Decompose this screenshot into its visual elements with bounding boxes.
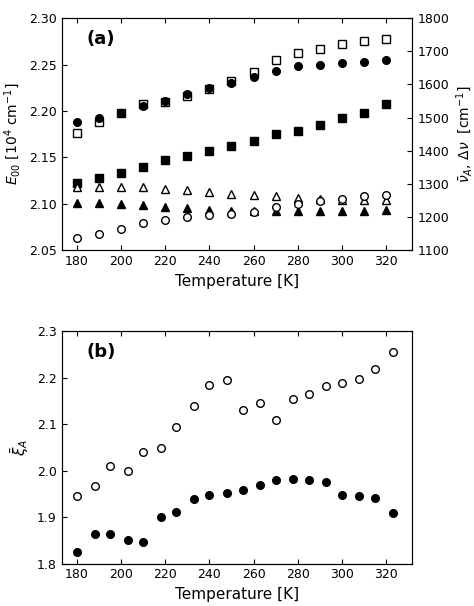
- Text: (b): (b): [86, 343, 116, 361]
- X-axis label: Temperature [K]: Temperature [K]: [175, 587, 299, 602]
- Y-axis label: $\bar{\nu}_A$, $\Delta\nu$  [cm$^{-1}$]: $\bar{\nu}_A$, $\Delta\nu$ [cm$^{-1}$]: [455, 85, 474, 183]
- X-axis label: Temperature [K]: Temperature [K]: [175, 274, 299, 288]
- Y-axis label: $\bar{\xi}_A$: $\bar{\xi}_A$: [9, 439, 31, 456]
- Text: (a): (a): [86, 30, 115, 48]
- Y-axis label: $E_{00}$ [10$^4$ cm$^{-1}$]: $E_{00}$ [10$^4$ cm$^{-1}$]: [3, 83, 23, 185]
